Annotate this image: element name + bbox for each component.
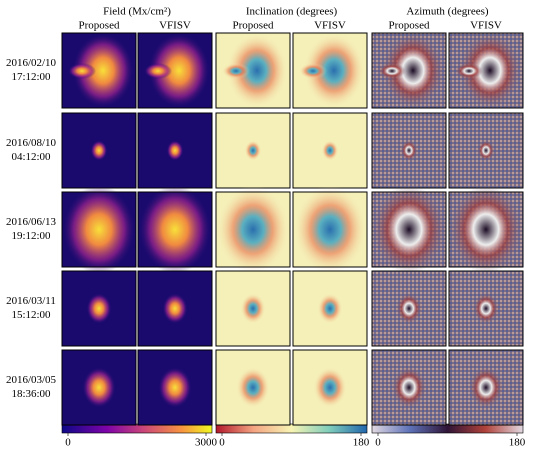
panel-frame [137, 270, 213, 347]
column-subtitle: Proposed [389, 20, 430, 32]
panel-feature [222, 63, 250, 79]
panel-frame [448, 349, 524, 426]
panel-frame [292, 270, 368, 347]
column-subtitle: Proposed [79, 20, 120, 32]
panel-feature [372, 185, 446, 274]
row-label: 17:12:00 [11, 71, 51, 83]
panel-feature [469, 367, 503, 408]
panel-feature [449, 185, 523, 274]
panel-frame [292, 191, 368, 268]
panel-feature [396, 293, 422, 324]
panel-frame [371, 191, 447, 268]
panel-feature [299, 63, 327, 79]
panel-feature [313, 367, 347, 408]
panel-frame [371, 32, 447, 109]
panel-feature [226, 33, 288, 108]
panel-feature [378, 63, 406, 79]
panel-feature [68, 63, 96, 79]
column-subtitle: Proposed [233, 20, 274, 32]
row-label: 2016/06/13 [6, 216, 57, 228]
panel-frame [137, 191, 213, 268]
column-title: Field (Mx/cm²) [103, 6, 171, 18]
row-label: 18:36:00 [11, 388, 51, 400]
row-label: 04:12:00 [11, 151, 51, 163]
row-label: 2016/02/10 [6, 57, 57, 69]
panel-feature [90, 140, 108, 161]
panel-feature [236, 367, 270, 408]
colorbar [215, 423, 368, 434]
panel-feature [317, 293, 343, 324]
panel-feature [477, 140, 495, 161]
panel-frame [61, 270, 137, 347]
panel-feature [158, 367, 192, 408]
panel-frame [137, 32, 213, 109]
panel-feature [162, 293, 188, 324]
row-label: 2016/08/10 [6, 137, 57, 149]
row-label: 2016/03/11 [6, 295, 56, 307]
panel-frame [61, 349, 137, 426]
panel-frame [371, 349, 447, 426]
colorbar-tick-label: 180 [353, 437, 370, 449]
panel-feature [244, 140, 262, 161]
colorbar [371, 423, 524, 434]
panel-feature [62, 185, 136, 274]
panel-feature [86, 293, 112, 324]
column-subtitle: VFISV [159, 20, 191, 32]
column-subtitle: VFISV [314, 20, 346, 32]
panel-feature [148, 33, 210, 108]
row-label: 2016/03/05 [6, 374, 57, 386]
row-label: 15:12:00 [11, 309, 51, 321]
panel-frame [371, 270, 447, 347]
colorbar [61, 423, 213, 434]
column-subtitle: VFISV [470, 20, 502, 32]
column-title: Inclination (degrees) [246, 6, 338, 18]
panel-frame [215, 270, 291, 347]
panel-frame [137, 349, 213, 426]
colorbar-tick-label: 0 [375, 437, 381, 449]
row-label: 19:12:00 [11, 230, 51, 242]
panel-feature [303, 33, 365, 108]
panel-feature [459, 33, 521, 108]
colorbar-tick-label: 0 [65, 437, 71, 449]
panel-feature [72, 33, 134, 108]
panel-feature [138, 185, 212, 274]
panel-frame [61, 32, 137, 109]
panel-feature [293, 185, 367, 274]
colorbar-tick-label: 180 [509, 437, 526, 449]
column-title: Azimuth (degrees) [406, 6, 488, 18]
panel-feature [144, 63, 172, 79]
panel-feature [166, 140, 184, 161]
panel-feature [473, 293, 499, 324]
panel-frame [448, 191, 524, 268]
panel-frame [448, 32, 524, 109]
panel-frame [292, 349, 368, 426]
panel-frame [61, 191, 137, 268]
panel-feature [400, 140, 418, 161]
panel-feature [82, 367, 116, 408]
panel-feature [392, 367, 426, 408]
panel-frame [215, 191, 291, 268]
panel-feature [455, 63, 483, 79]
panel-frame [215, 32, 291, 109]
panel-feature [240, 293, 266, 324]
panel-feature [321, 140, 339, 161]
panel-frame [215, 349, 291, 426]
panel-feature [216, 185, 290, 274]
colorbar-tick-label: 0 [219, 437, 225, 449]
colorbar-tick-label: 3000 [195, 437, 218, 449]
panel-frame [292, 32, 368, 109]
panel-frame [448, 270, 524, 347]
panel-feature [382, 33, 444, 108]
